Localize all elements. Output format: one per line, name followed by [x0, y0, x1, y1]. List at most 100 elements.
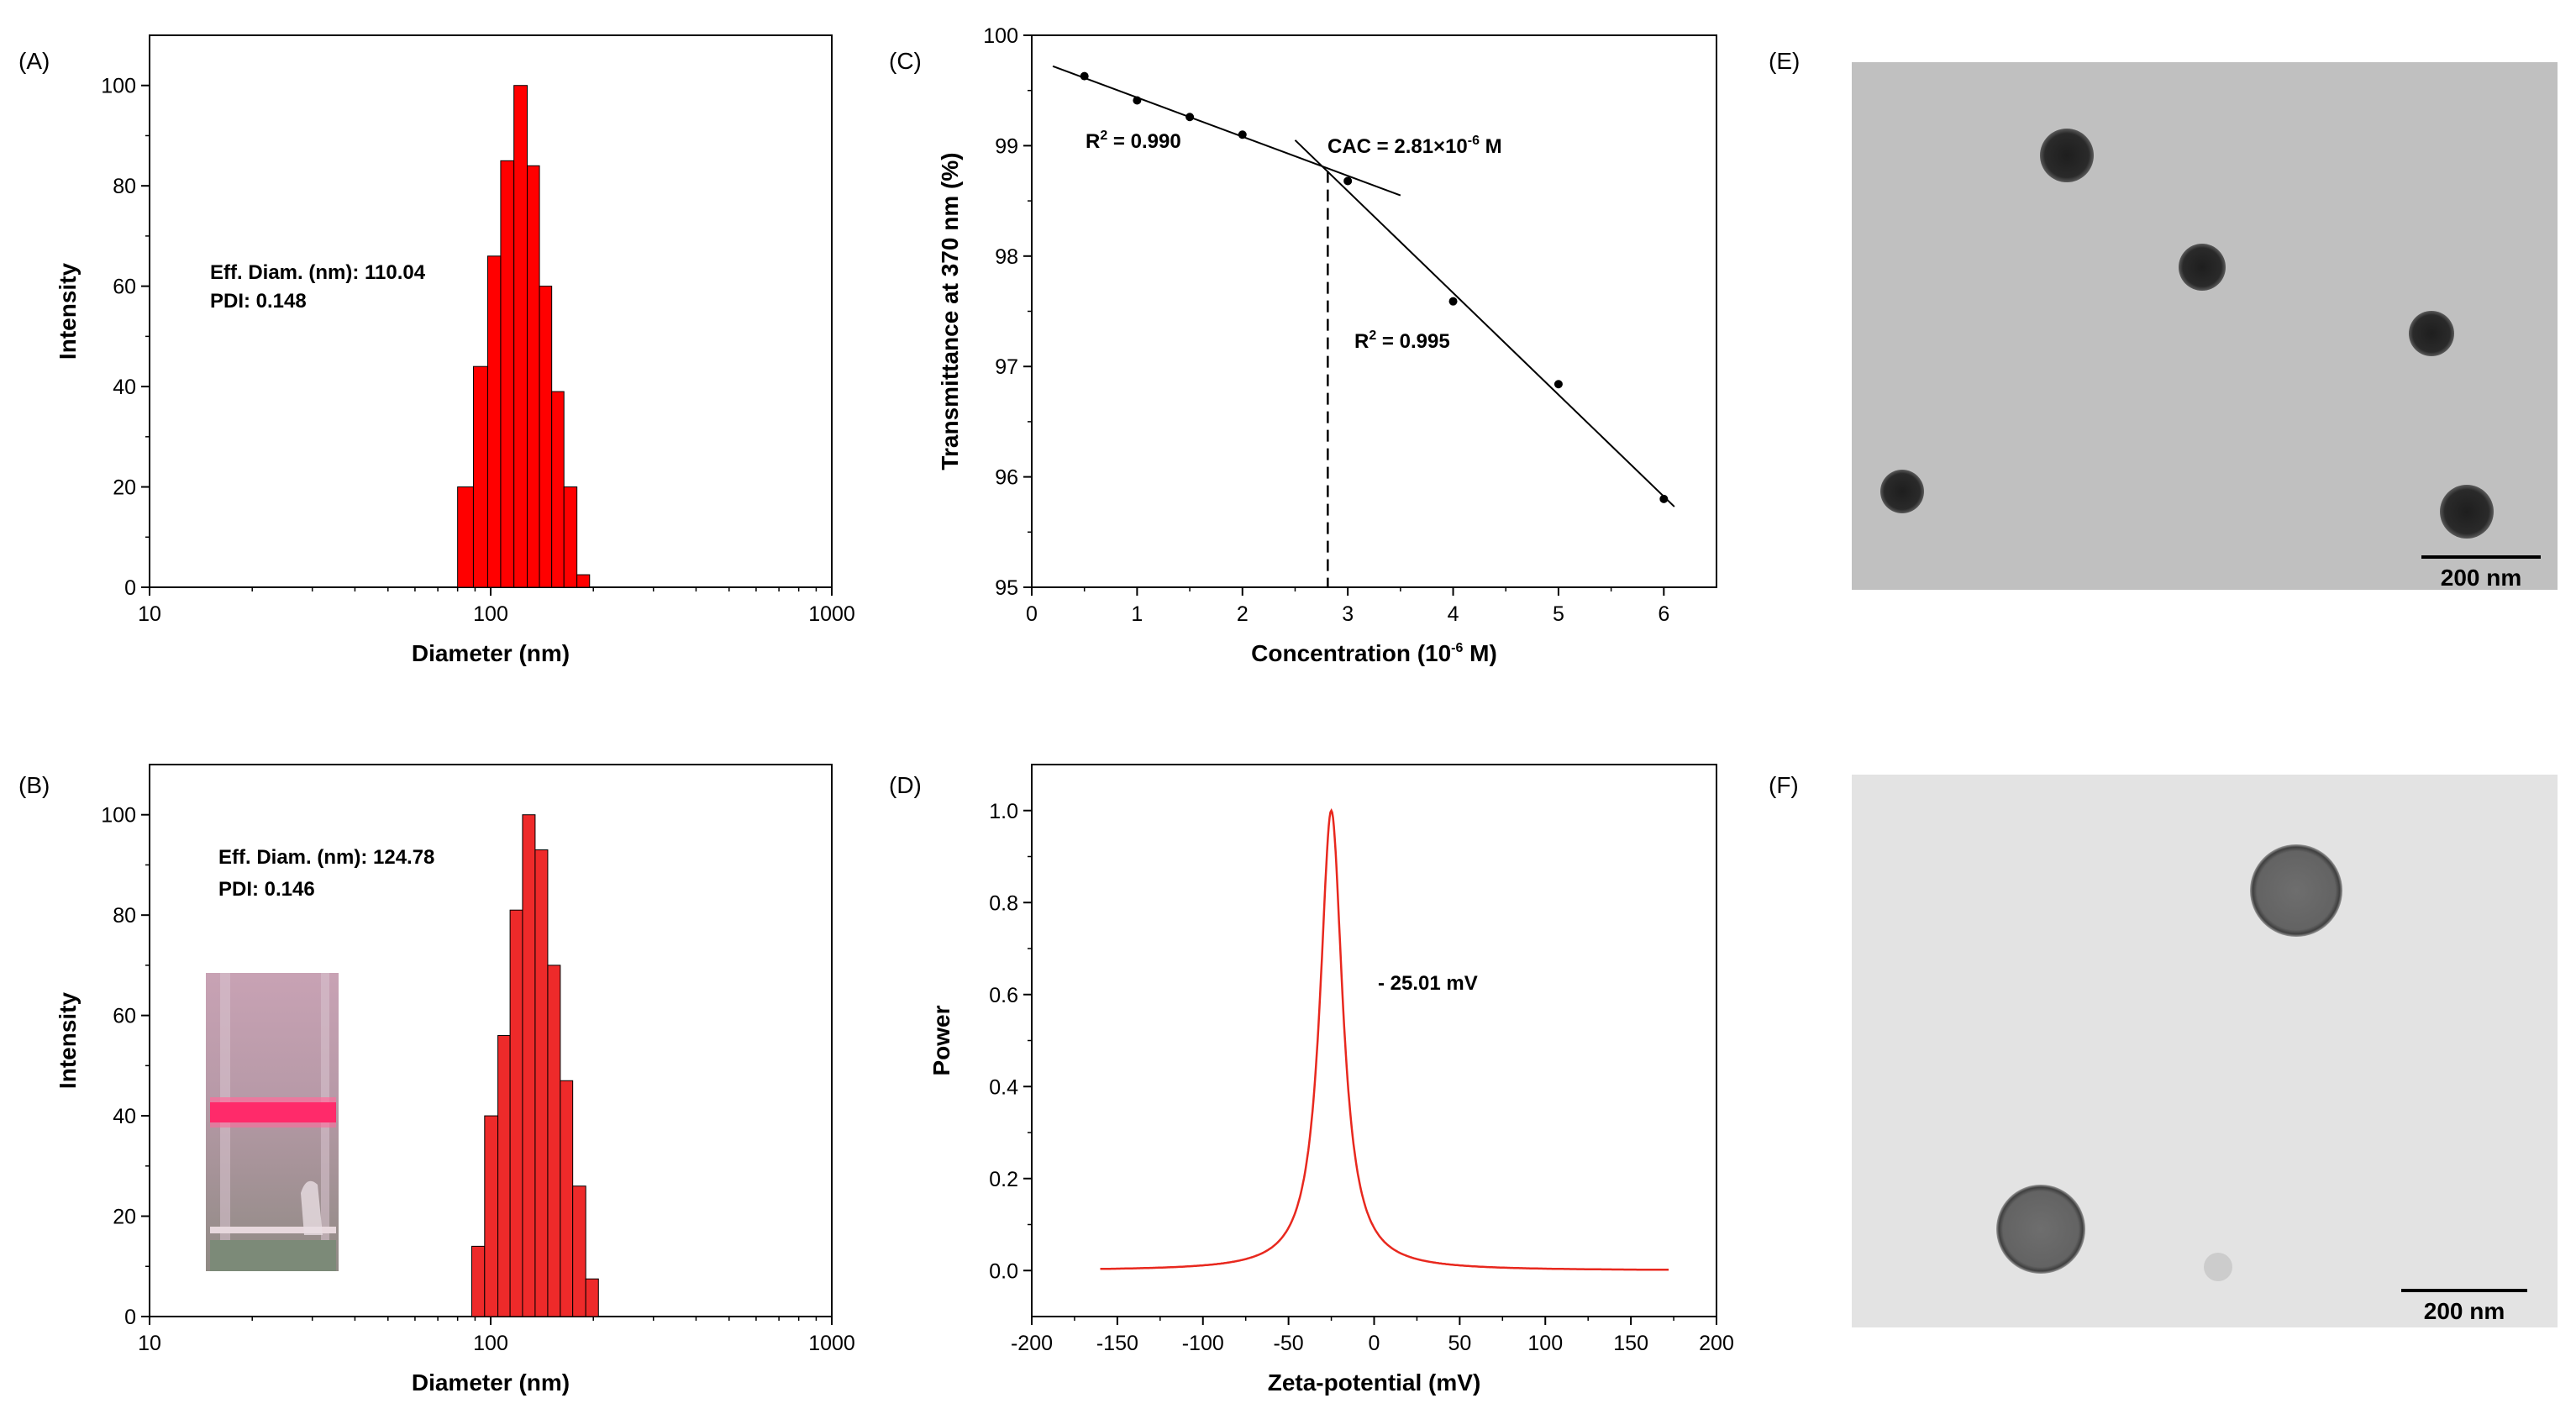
chart-d-annotation-zeta: - 25.01 mV	[1378, 972, 1478, 995]
chart-b-annotation-pdi: PDI: 0.146	[218, 878, 315, 901]
data-point	[1185, 113, 1195, 122]
histogram-bar	[509, 909, 523, 1317]
panel-a: (A) 10 100 1000 0 20 40 60 80 100 Diameter (nm) In…	[18, 34, 855, 666]
x-tick-label: -50	[1274, 1332, 1304, 1355]
histogram-bar	[563, 486, 578, 588]
x-tick-label: 2	[1237, 602, 1249, 626]
y-tick-label: 0	[124, 1306, 136, 1329]
chart-d: -200 -150 -100 -50 0 50 100 150 200 0.0 0.2 0.4 0.6 0…	[928, 764, 1734, 1396]
x-tick-label: -100	[1182, 1332, 1224, 1355]
y-tick-label: 0.6	[989, 984, 1018, 1007]
x-tick-label: 3	[1342, 602, 1354, 626]
y-tick-label: 60	[113, 276, 136, 299]
x-tick-label: 1000	[808, 1332, 855, 1355]
fit-line	[1294, 139, 1675, 507]
particle	[2179, 244, 2226, 291]
histogram-bar	[547, 965, 561, 1317]
x-tick-label: 10	[138, 1332, 161, 1355]
chart-b-annotation-diameter: Eff. Diam. (nm): 124.78	[218, 846, 434, 869]
chart-c: 0 1 2 3 4 5 6 95 96 97 98 99 100 Concentration (10-6 …	[937, 24, 1717, 666]
data-point	[1448, 297, 1458, 306]
x-tick-label: 6	[1658, 602, 1669, 626]
x-axis-title: Diameter (nm)	[412, 640, 570, 666]
x-tick-label: -150	[1096, 1332, 1138, 1355]
y-tick-label: 100	[101, 75, 136, 98]
panel-e-label: (E)	[1769, 48, 1800, 74]
x-tick-label: 50	[1448, 1332, 1471, 1355]
particle	[2409, 311, 2454, 356]
chart-c-annotation-cac: CAC = 2.81×10-6 M	[1327, 134, 1502, 158]
zeta-potential-line	[1100, 808, 1669, 1271]
chart-b: 10 100 1000 0 20 40 60 80 100 Diameter (nm) Intens…	[55, 764, 855, 1396]
histogram-bar	[585, 1278, 599, 1317]
cuvette-photo-inset	[206, 973, 339, 1271]
x-tick-label: 1	[1131, 602, 1143, 626]
y-tick-label: 99	[995, 134, 1018, 158]
particle	[2440, 485, 2494, 539]
y-tick-label: 20	[113, 1206, 136, 1229]
x-tick-label: 100	[473, 1332, 508, 1355]
x-tick-label: 150	[1613, 1332, 1648, 1355]
particle	[1880, 470, 1924, 513]
panel-b-label: (B)	[18, 772, 50, 798]
panel-d-label: (D)	[889, 772, 922, 798]
particle	[2250, 844, 2342, 937]
fit-line	[1052, 65, 1401, 197]
x-axis-title: Zeta-potential (mV)	[1268, 1369, 1481, 1396]
x-tick-label: 200	[1699, 1332, 1734, 1355]
panel-f-label: (F)	[1769, 772, 1799, 798]
histogram-bar	[572, 1185, 586, 1317]
panel-b: (B) 10 100 1000 0 20 40 60 80 100 Diameter (nm) In…	[18, 764, 855, 1396]
y-axis-title: Intensity	[55, 992, 81, 1090]
panel-c-label: (C)	[889, 48, 922, 74]
histogram-bar	[471, 1245, 486, 1317]
histogram-bar	[472, 365, 488, 588]
data-point	[1080, 71, 1089, 81]
x-tick-label: 100	[1527, 1332, 1563, 1355]
chart-c-annotation-r2-right: R2 = 0.995	[1354, 329, 1450, 353]
y-tick-label: 80	[113, 904, 136, 928]
histogram-bar	[484, 1115, 499, 1317]
scale-bar-label-f: 200 nm	[2424, 1298, 2505, 1324]
x-tick-label: 0	[1026, 602, 1038, 626]
scale-bar-label-e: 200 nm	[2441, 565, 2522, 591]
panel-c: (C) 0 1 2 3 4 5 6 95 96 97 98 99 100 Concentration (1…	[889, 24, 1717, 666]
particle	[2204, 1253, 2232, 1281]
histogram-bar	[534, 849, 549, 1317]
x-tick-label: 0	[1369, 1332, 1380, 1355]
histogram-bar	[551, 391, 565, 588]
y-tick-label: 95	[995, 576, 1018, 600]
y-tick-label: 80	[113, 175, 136, 198]
x-tick-label: 10	[138, 602, 161, 626]
histogram-bar	[513, 85, 528, 588]
histogram-bar	[527, 165, 540, 588]
panel-a-label: (A)	[18, 48, 50, 74]
y-tick-label: 0.8	[989, 891, 1018, 915]
data-point	[1553, 380, 1563, 389]
chart-c-annotation-r2-left: R2 = 0.990	[1086, 129, 1181, 153]
histogram-bar	[500, 160, 515, 588]
x-axis-title: Concentration (10-6 M)	[1251, 640, 1497, 666]
chart-a-annotation-diameter: Eff. Diam. (nm): 110.04	[210, 261, 426, 284]
histogram-bar	[497, 1035, 511, 1317]
y-tick-label: 40	[113, 1105, 136, 1128]
x-axis-title: Diameter (nm)	[412, 1369, 570, 1396]
x-tick-label: 4	[1448, 602, 1459, 626]
x-tick-label: -200	[1011, 1332, 1053, 1355]
chart-a: 10 100 1000 0 20 40 60 80 100 Diameter (nm) Intens…	[55, 34, 855, 666]
y-tick-label: 0.0	[989, 1259, 1018, 1283]
histogram-bar	[457, 486, 474, 588]
x-tick-label: 5	[1553, 602, 1564, 626]
histogram-bar	[576, 574, 591, 588]
y-axis-title: Transmittance at 370 nm (%)	[937, 152, 963, 470]
histogram-bar	[486, 255, 502, 588]
tem-image-f	[1852, 775, 2558, 1327]
panel-f: (F) 200 nm	[1769, 772, 2558, 1327]
y-tick-label: 40	[113, 376, 136, 399]
y-tick-label: 97	[995, 355, 1018, 379]
y-axis-title: Power	[928, 1005, 954, 1075]
y-tick-label: 100	[101, 804, 136, 828]
histogram-bar	[539, 286, 553, 588]
y-tick-label: 60	[113, 1005, 136, 1028]
